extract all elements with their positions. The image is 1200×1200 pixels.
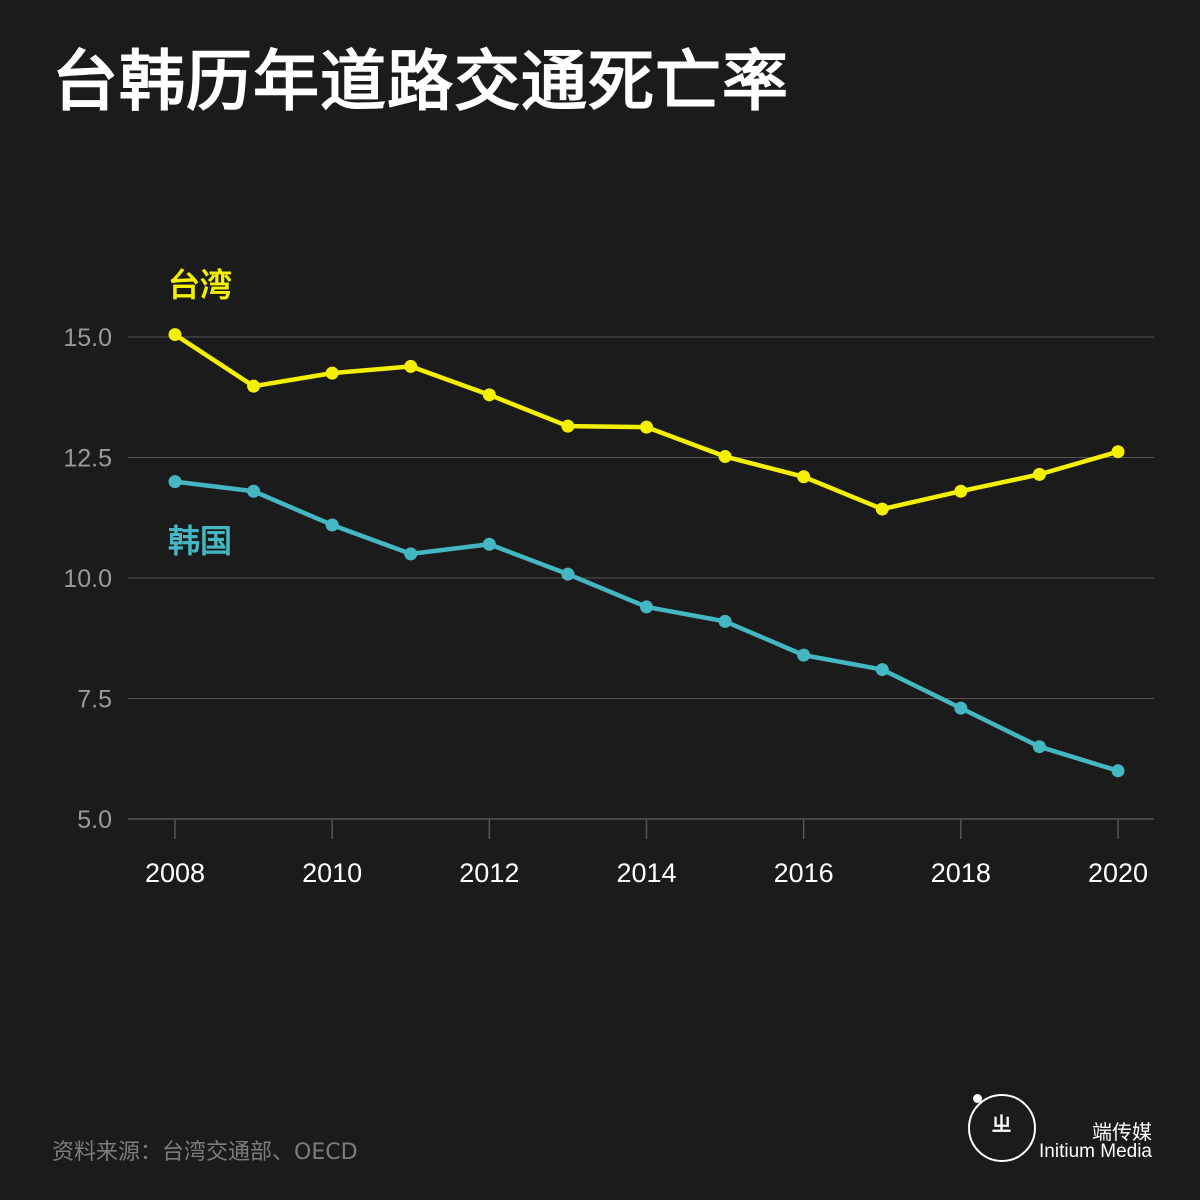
brand-name-cn: 端传媒 [1092,1120,1152,1144]
series-line [172,479,1121,774]
data-point [1111,764,1125,778]
data-point [404,547,418,561]
data-point [482,388,496,402]
data-point [718,450,732,464]
brand-name-en: Initium Media [1039,1141,1152,1162]
x-tick-label: 2008 [145,858,205,888]
data-point [797,470,811,484]
series-label: 台湾 [168,266,232,304]
data-point [718,614,732,628]
logo-glyph-icon: ㄓ [991,1112,1013,1136]
logo-mark [968,1094,1036,1162]
data-point [954,484,968,498]
x-tick-label: 2020 [1088,858,1148,888]
x-tick-label: 2018 [931,858,991,888]
logo-dot-icon [973,1094,982,1103]
y-tick-label: 15.0 [63,324,112,352]
data-point [797,648,811,662]
chart-title: 台韩历年道路交通死亡率 [52,43,789,120]
x-tick-label: 2016 [774,858,834,888]
x-tick-label: 2012 [459,858,519,888]
data-point [404,359,418,373]
data-point [640,600,653,614]
y-tick-label: 12.5 [63,445,112,473]
x-tick-label: 2010 [302,858,362,888]
data-point [875,663,889,677]
data-point [1111,445,1125,459]
y-tick-label: 7.5 [77,686,112,714]
source-note: 资料来源：台湾交通部、OECD [52,1140,358,1165]
data-point [640,420,653,434]
x-tick-label: 2014 [616,858,676,888]
series-layer [168,328,1125,778]
data-point [247,484,261,498]
data-point [325,366,339,380]
y-tick-label: 10.0 [63,565,112,593]
data-point [168,475,182,489]
gridlines [128,336,1154,820]
data-point [168,328,182,342]
data-point [954,701,968,715]
data-point [561,419,575,433]
data-point [1032,740,1046,754]
data-point [247,379,261,393]
series-label: 韩国 [168,522,232,560]
data-point [875,502,889,516]
data-point [482,537,496,551]
y-tick-label: 5.0 [77,806,112,834]
data-point [1032,467,1046,481]
axis-labels: 15.0 12.5 10.0 7.5 5.0 2008 2010 2012 2014 2016 20… [63,324,1148,888]
data-point [325,518,339,532]
data-point [561,567,575,581]
